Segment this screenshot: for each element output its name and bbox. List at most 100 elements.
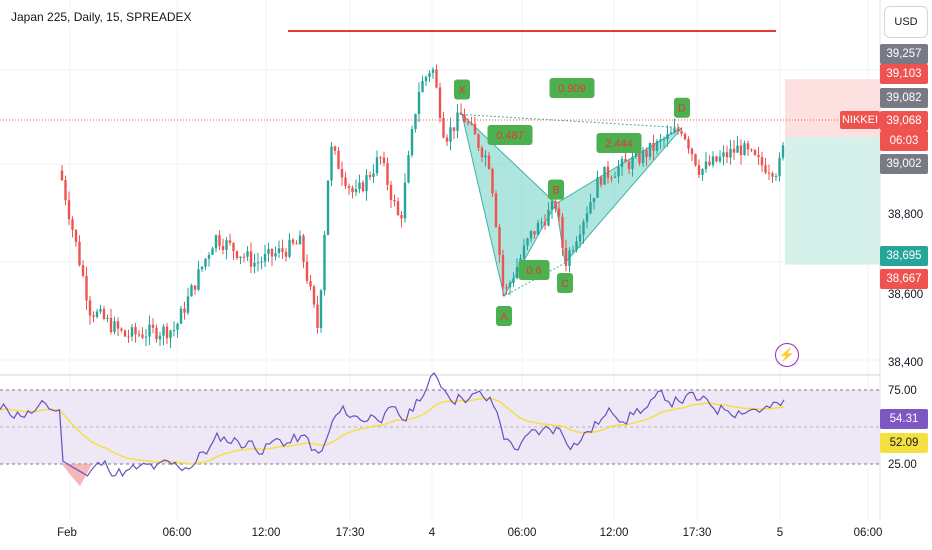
candle-body (71, 219, 74, 230)
candle-body (120, 328, 123, 331)
flash-icon[interactable]: ⚡ (775, 343, 799, 367)
candle-body (190, 285, 193, 297)
candle-body (431, 69, 435, 73)
candle-body (484, 155, 487, 158)
candle-body (673, 128, 676, 133)
candle-body (760, 157, 764, 166)
candle-body (239, 256, 242, 259)
candle-body (522, 245, 526, 259)
candle-body (589, 202, 592, 214)
candle-body (736, 145, 739, 153)
candle-body (200, 266, 204, 270)
candle-body (666, 133, 669, 140)
candle-body (617, 166, 620, 177)
candle-body (368, 175, 372, 177)
candle-body (438, 87, 442, 118)
time-axis-label: 06:00 (163, 527, 192, 539)
time-axis-label: 4 (429, 527, 436, 539)
candle-body (764, 165, 767, 173)
harmonic-ac-line (503, 262, 566, 297)
candle-body (158, 335, 162, 340)
candle-body (81, 265, 85, 276)
candle-body (186, 296, 190, 313)
ratio-label-box (487, 125, 533, 145)
candle-body (529, 231, 533, 239)
candle-body (372, 173, 375, 177)
price-tag: 38,695 (880, 246, 928, 266)
candle-body (624, 158, 627, 162)
candle-body (687, 139, 690, 149)
candle-body (725, 152, 729, 158)
candle-body (505, 287, 508, 289)
candle-body (739, 145, 743, 155)
rsi-axis-label: 25.00 (888, 459, 917, 471)
candle-body (449, 127, 452, 142)
currency-button[interactable]: USD (884, 6, 928, 38)
candle-body (410, 128, 414, 156)
candle-body (442, 117, 445, 138)
candle-body (477, 134, 480, 148)
candle-body (389, 184, 393, 200)
candle-body (610, 177, 613, 179)
candle-body (631, 156, 634, 169)
candle-body (123, 330, 127, 337)
candle-body (298, 235, 302, 245)
price-tag: 39,082 (880, 88, 928, 108)
candle-body (403, 182, 407, 219)
candles (60, 64, 785, 348)
price-tag: 38,667 (880, 269, 928, 289)
price-tag: 39,002 (880, 154, 928, 174)
candle-body (652, 142, 655, 151)
candle-body (508, 282, 512, 288)
time-axis-label: Feb (57, 527, 77, 539)
candle-body (470, 122, 473, 124)
candle-body (330, 146, 333, 181)
candle-body (386, 162, 389, 185)
candle-body (351, 187, 354, 193)
candle-body (501, 255, 505, 288)
candle-body (400, 214, 403, 219)
candle-body (571, 250, 575, 252)
candle-body (599, 177, 603, 185)
candle-body (771, 173, 774, 177)
candle-body (277, 248, 281, 254)
candle-body (113, 321, 116, 332)
candle-body (242, 256, 246, 258)
candle-body (204, 258, 207, 267)
point-label-c: C (557, 273, 573, 293)
ratio-label-box (596, 133, 642, 153)
candle-body (141, 334, 144, 338)
price-tag: 39,103 (880, 64, 928, 84)
candle-body (417, 92, 421, 114)
candle-body (284, 251, 288, 257)
candle-body (337, 150, 340, 169)
candle-body (585, 213, 589, 222)
candle-body (309, 280, 312, 287)
candle-body (757, 154, 760, 158)
harmonic-xd-line (461, 114, 683, 129)
candle-body (183, 308, 186, 313)
candle-body (557, 208, 561, 217)
ratio-label-text: 0.909 (558, 83, 586, 95)
point-label-a-text: A (500, 311, 508, 323)
price-tag: 39,068 (880, 111, 928, 131)
time-axis-label: 5 (777, 527, 783, 539)
candle-body (232, 242, 235, 252)
candle-body (260, 261, 263, 263)
candle-body (137, 334, 141, 336)
point-label-b-box (548, 179, 564, 200)
candle-body (473, 123, 477, 135)
candle-body (606, 166, 610, 178)
ratio-label: 2.444 (596, 133, 642, 153)
candle-body (575, 241, 578, 251)
candle-body (554, 200, 557, 209)
point-label-a-box (496, 306, 512, 326)
price-axis-label: 38,800 (888, 209, 923, 221)
point-label-c-box (557, 273, 573, 293)
candle-body (480, 147, 484, 158)
time-axis-label: 12:00 (600, 527, 629, 539)
candle-body (568, 250, 571, 266)
candle-body (207, 254, 211, 259)
candle-body (596, 177, 599, 198)
